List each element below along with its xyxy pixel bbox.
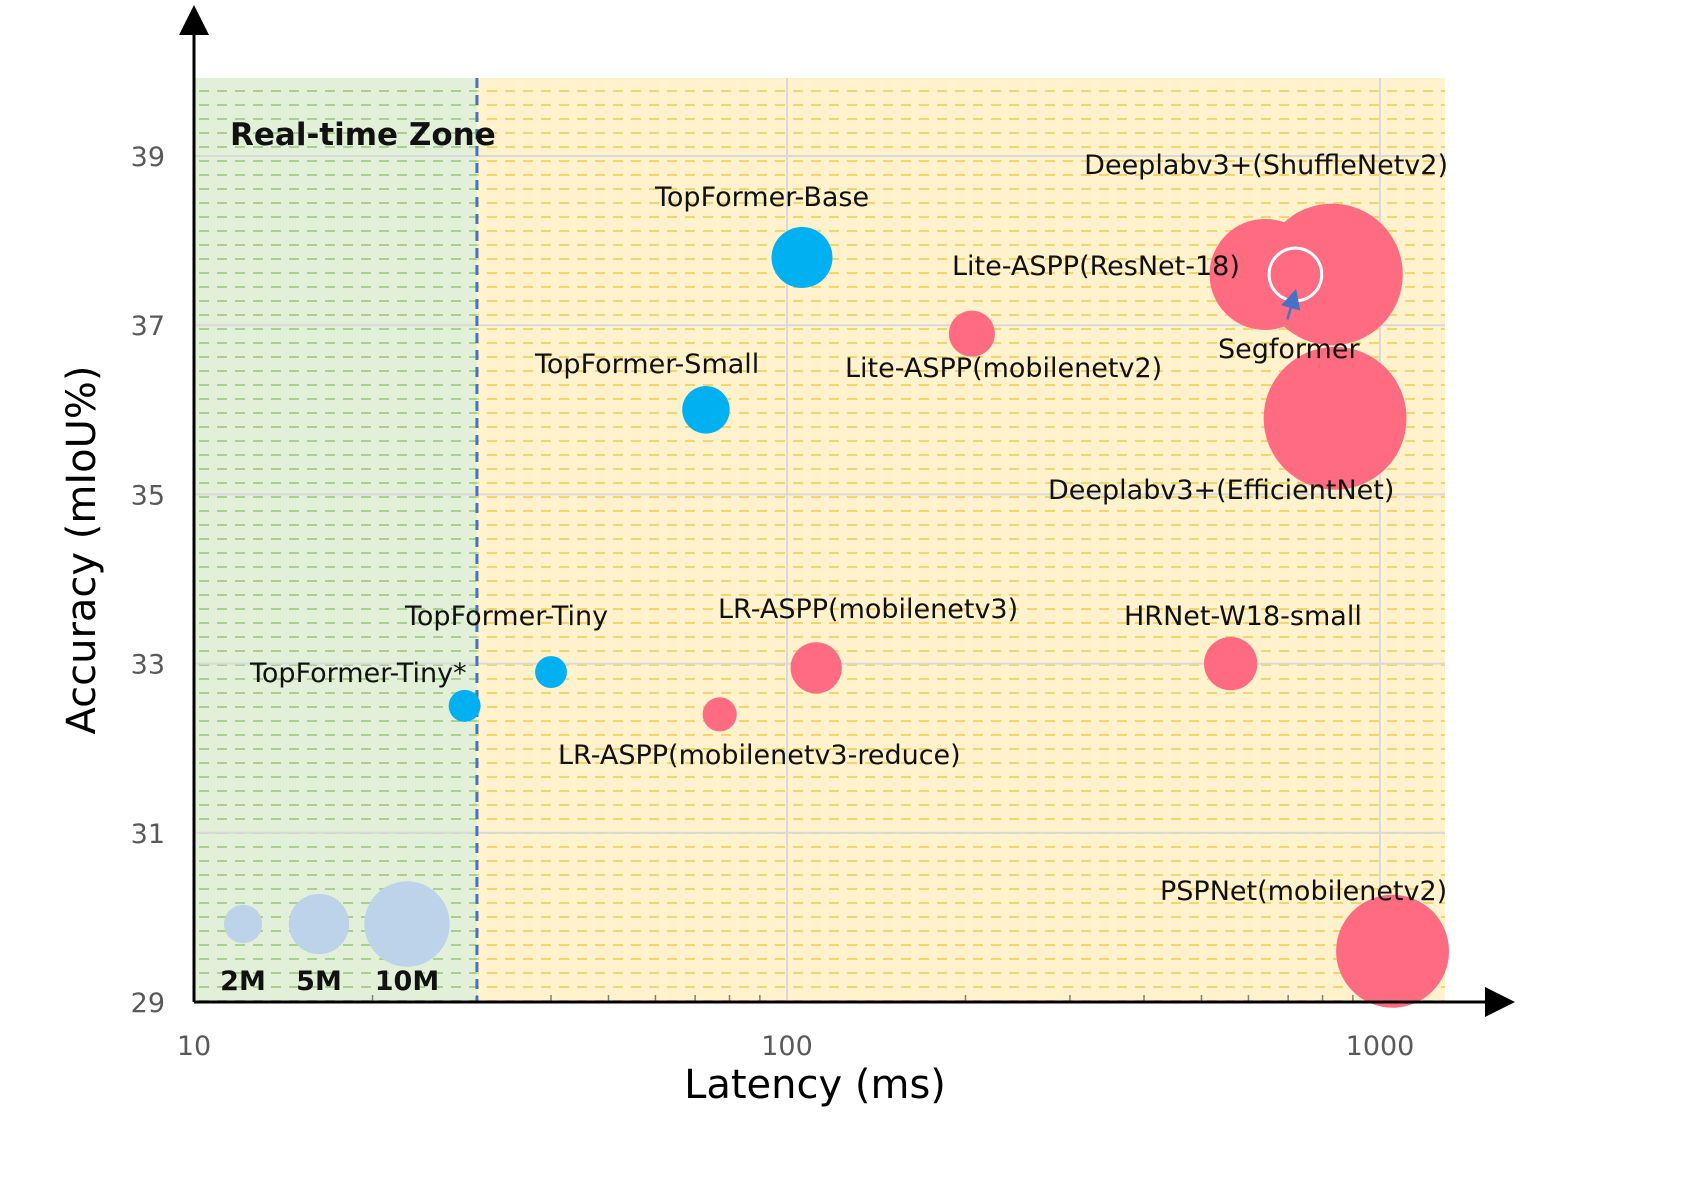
y-tick-label-31: 31 (131, 819, 165, 850)
point-label-topformer-tiny: TopFormer-Tiny* (249, 658, 467, 689)
legend-label-5m: 5M (296, 966, 342, 997)
y-tick-label-33: 33 (131, 650, 165, 681)
point-label-topformer-small: TopFormer-Small (534, 349, 759, 380)
bubble-lite-aspp-resnet-18 (1267, 246, 1324, 303)
point-label-lite-aspp-mobilenetv2: Lite-ASPP(mobilenetv2) (845, 353, 1162, 384)
point-label-lr-aspp-mobilenetv3: LR-ASPP(mobilenetv3) (718, 594, 1018, 625)
x-axis-title: Latency (ms) (684, 1062, 946, 1108)
legend-label-10m: 10M (375, 966, 439, 997)
x-tick-label-10: 10 (177, 1031, 211, 1062)
real-time-zone-background (194, 78, 477, 1002)
x-tick-label-1000: 1000 (1346, 1031, 1415, 1062)
real-time-zone-label: Real-time Zone (230, 117, 496, 153)
bubble-topformer-base (771, 227, 833, 289)
pointer-arrow (1281, 288, 1301, 320)
point-label-deeplabv3-efficientnet: Deeplabv3+(EfficientNet) (1048, 475, 1394, 506)
point-label-topformer-tiny: TopFormer-Tiny (404, 601, 608, 632)
bubble-lr-aspp-mobilenetv3-reduce (702, 697, 737, 732)
legend-bubble-10m (364, 881, 450, 967)
bubble-pspnet-mobilenetv2 (1336, 894, 1450, 1008)
y-tick-label-39: 39 (131, 142, 165, 173)
y-axis-title: Accuracy (mIoU%) (59, 365, 105, 734)
point-label-topformer-base: TopFormer-Base (654, 182, 869, 213)
point-label-segformer: Segformer (1218, 334, 1360, 365)
point-label-hrnet-w18-small: HRNet-W18-small (1124, 601, 1362, 632)
bubble-topformer-tiny (448, 689, 481, 722)
bubble-topformer-small (682, 386, 730, 434)
y-tick-label-35: 35 (131, 480, 165, 511)
bubble-hrnet-w18-small (1204, 636, 1258, 691)
point-label-lr-aspp-mobilenetv3-reduce: LR-ASPP(mobilenetv3-reduce) (558, 740, 961, 771)
legend-bubble-2m (223, 904, 263, 944)
point-label-lite-aspp-resnet-18: Lite-ASPP(ResNet-18) (952, 251, 1240, 282)
y-tick-label-29: 29 (131, 988, 165, 1019)
legend-bubble-5m (288, 893, 350, 955)
point-label-pspnet-mobilenetv2: PSPNet(mobilenetv2) (1160, 876, 1447, 907)
bubble-lite-aspp-mobilenetv2 (948, 310, 995, 357)
legend-label-2m: 2M (220, 966, 266, 997)
point-label-deeplabv3-shufflenetv2: Deeplabv3+(ShuffleNetv2) (1084, 150, 1448, 181)
y-tick-label-37: 37 (131, 311, 165, 342)
bubble-deeplabv3-efficientnet (1263, 346, 1407, 490)
bubble-lr-aspp-mobilenetv3 (790, 642, 842, 694)
bubble-topformer-tiny (535, 656, 567, 689)
x-tick-label-100: 100 (761, 1031, 813, 1062)
